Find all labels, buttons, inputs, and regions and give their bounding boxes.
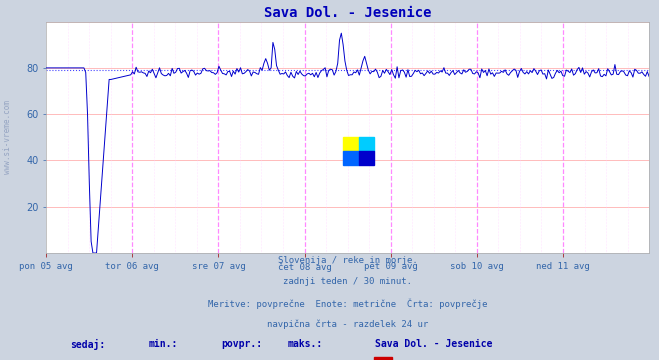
Text: www.si-vreme.com: www.si-vreme.com [3, 100, 13, 174]
Bar [374, 357, 392, 360]
Text: povpr.:: povpr.: [221, 339, 262, 349]
Bar [358, 151, 374, 165]
Bar [343, 137, 358, 151]
Text: zadnji teden / 30 minut.: zadnji teden / 30 minut. [283, 277, 412, 286]
Text: Slovenija / reke in morje.: Slovenija / reke in morje. [277, 256, 418, 265]
Text: sedaj:: sedaj: [71, 339, 105, 350]
Bar [358, 137, 374, 151]
Text: navpična črta - razdelek 24 ur: navpična črta - razdelek 24 ur [267, 319, 428, 329]
Text: min.:: min.: [149, 339, 178, 349]
Text: Meritve: povprečne  Enote: metrične  Črta: povprečje: Meritve: povprečne Enote: metrične Črta:… [208, 298, 488, 309]
Bar [343, 151, 358, 165]
Text: maks.:: maks.: [287, 339, 322, 349]
Title: Sava Dol. - Jesenice: Sava Dol. - Jesenice [264, 6, 432, 21]
Text: Sava Dol. - Jesenice: Sava Dol. - Jesenice [375, 339, 492, 349]
